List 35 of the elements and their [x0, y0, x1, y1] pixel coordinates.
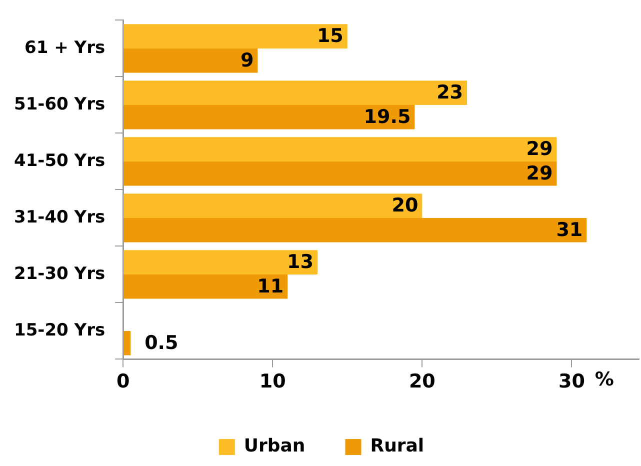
y-tick-label: 31-40 Yrs — [14, 207, 106, 228]
bar — [124, 104, 415, 130]
data-label: 29 — [526, 138, 553, 160]
bar — [124, 218, 587, 242]
x-tick-label: 0 — [116, 370, 130, 393]
legend-label: Rural — [370, 436, 424, 457]
data-label: 31 — [556, 219, 583, 242]
bar — [124, 330, 131, 356]
bar — [124, 274, 288, 299]
data-label: 23 — [436, 82, 464, 104]
y-tick-label: 21-30 Yrs — [14, 264, 106, 284]
y-tick-label: 15-20 Yrs — [14, 320, 106, 340]
y-tick-label: 41-50 Yrs — [14, 150, 106, 171]
x-tick-label: 20 — [408, 370, 436, 393]
data-label: 11 — [257, 276, 284, 298]
bar — [124, 48, 258, 73]
data-label: 0.5 — [144, 332, 178, 354]
bar — [124, 80, 468, 105]
data-label: 13 — [287, 251, 314, 274]
data-label: 9 — [240, 50, 254, 72]
bar — [124, 161, 557, 186]
data-label: 20 — [392, 194, 418, 217]
data-label: 15 — [316, 25, 344, 48]
bar — [124, 194, 422, 218]
bar — [124, 137, 557, 162]
x-axis-title: % — [594, 368, 614, 391]
y-tick-label: 51-60 Yrs — [14, 94, 106, 114]
bar — [124, 250, 318, 274]
bar — [124, 24, 348, 48]
data-label: 29 — [526, 162, 553, 185]
x-tick-label: 30 — [558, 370, 585, 393]
legend-label: Urban — [244, 436, 306, 457]
y-tick-label: 61 + Yrs — [24, 38, 106, 58]
x-tick-label: 10 — [259, 370, 286, 393]
data-label: 19.5 — [364, 106, 411, 128]
